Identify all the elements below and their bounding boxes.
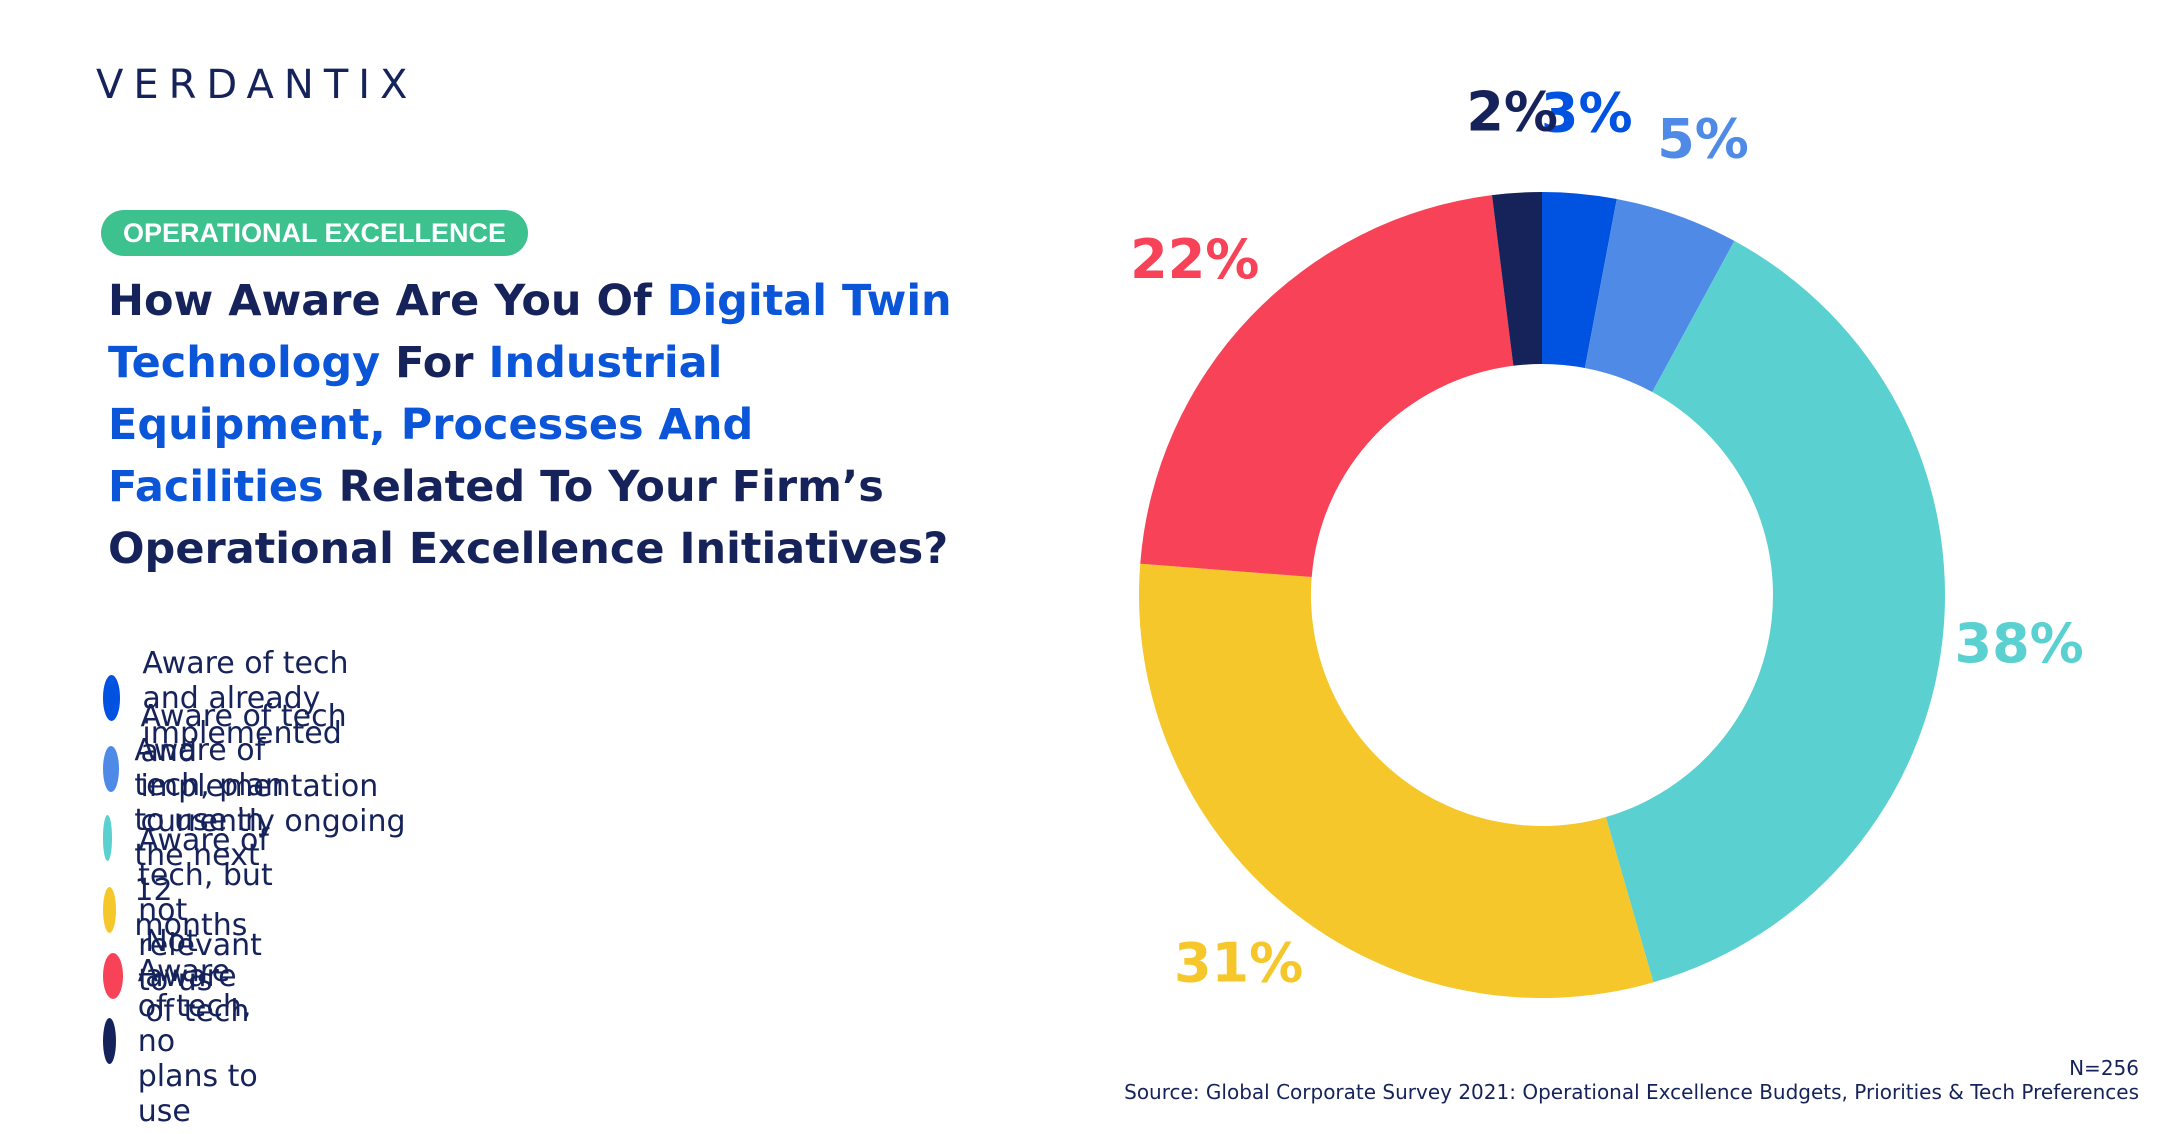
- data-label: 5%: [1657, 107, 1749, 170]
- legend-dot: [103, 1018, 116, 1064]
- legend-dot: [103, 887, 117, 933]
- title-segment: Digital Twin Technology: [108, 276, 952, 388]
- data-label: 2%: [1466, 81, 1558, 144]
- logo: VERDANTIX: [96, 62, 418, 108]
- title-segment: How Aware Are You Of: [108, 276, 667, 326]
- donut-slice: [1491, 192, 1542, 366]
- legend-item: Aware of tech, plan to use in the next 1…: [103, 733, 284, 943]
- donut-slice: [1139, 563, 1654, 998]
- donut-slice: [1542, 192, 1617, 369]
- legend-dot: [103, 953, 124, 999]
- data-label: 31%: [1174, 932, 1303, 995]
- data-label: 38%: [1955, 612, 2084, 675]
- title: How Aware Are You Of Digital Twin Techno…: [108, 270, 968, 580]
- legend-dot: [103, 815, 113, 861]
- source: Source: Global Corporate Survey 2021: Op…: [1124, 1080, 2139, 1104]
- note: N=256: [2069, 1056, 2139, 1080]
- legend-dot: [103, 675, 121, 721]
- data-label: 3%: [1541, 82, 1633, 145]
- legend-item: Not aware of tech: [103, 924, 262, 1029]
- badge: OPERATIONAL EXCELLENCE: [101, 210, 529, 256]
- legend-item: Aware of tech and already implemented: [103, 646, 370, 751]
- title-segment: For: [380, 338, 489, 388]
- legend-label: Not aware of tech: [145, 923, 250, 1029]
- legend-label: Aware of tech, plan to use in the next 1…: [134, 733, 284, 943]
- legend-item: Aware of tech, but not relevant to us: [103, 823, 295, 998]
- legend-item: Aware of tech, no plans to use: [103, 954, 263, 1129]
- legend-dot: [103, 746, 119, 792]
- title-segment: Industrial Equipment, Processes And Faci…: [108, 338, 754, 512]
- legend-label: Aware of tech, but not relevant to us: [138, 822, 273, 998]
- donut-slice: [1584, 198, 1735, 393]
- legend-label: Aware of tech and already implemented: [142, 645, 349, 751]
- data-label: 22%: [1130, 228, 1259, 291]
- donut-slice: [1605, 240, 1945, 983]
- legend-label: Aware of tech and implementation current…: [140, 699, 406, 839]
- donut-slice: [1140, 195, 1514, 578]
- legend-label: Aware of tech, no plans to use: [137, 953, 258, 1129]
- title-segment: Related To Your Firm’s Operational Excel…: [108, 462, 949, 574]
- legend-item: Aware of tech and implementation current…: [103, 699, 409, 839]
